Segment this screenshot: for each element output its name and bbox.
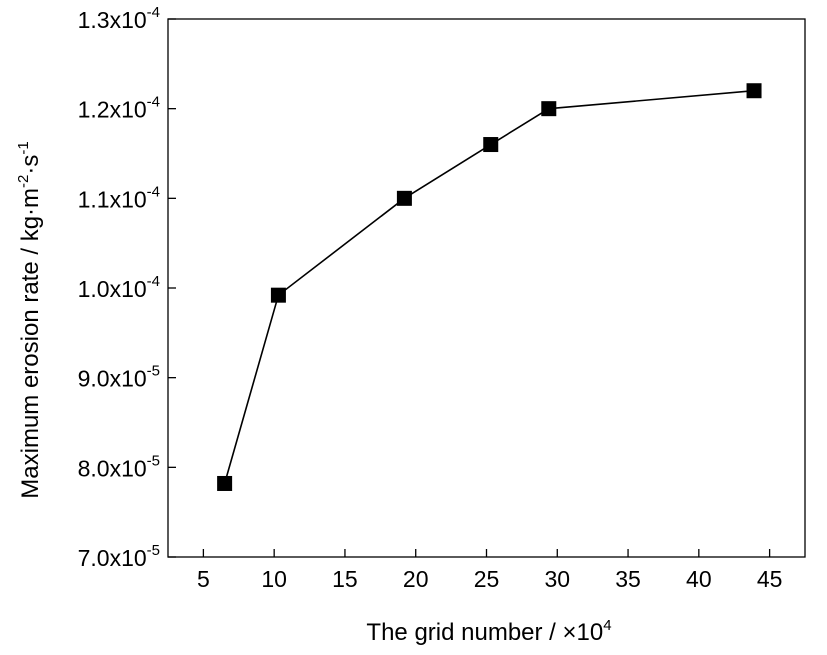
y-axis-title-text: ·s	[17, 155, 44, 175]
y-tick-label: 9.0x10-5	[78, 363, 160, 392]
y-tick-label: 1.1x10-4	[78, 183, 160, 212]
data-point-marker	[270, 287, 286, 303]
y-tick-label-exponent: -4	[147, 273, 160, 290]
series	[217, 83, 762, 491]
y-tick-label-mantissa: 1.2x10	[78, 97, 147, 123]
x-tick-label: 20	[403, 566, 429, 592]
data-point-marker	[541, 101, 557, 117]
y-tick-label-exponent: -4	[147, 183, 160, 200]
y-tick-label-exponent: -5	[147, 542, 160, 559]
y-tick-label: 1.2x10-4	[78, 94, 160, 123]
x-tick-label: 15	[332, 566, 358, 592]
y-tick-label: 8.0x10-5	[78, 452, 160, 481]
y-tick-label-mantissa: 9.0x10	[78, 366, 147, 392]
data-point-marker	[217, 475, 233, 491]
y-tick-label-exponent: -4	[147, 4, 160, 21]
y-tick-label: 1.0x10-4	[78, 273, 160, 302]
x-axis-title-sup: 4	[603, 617, 611, 634]
y-tick-label-mantissa: 8.0x10	[78, 455, 147, 481]
y-axis-title-sup: -2	[15, 175, 32, 188]
y-tick-label-exponent: -5	[147, 363, 160, 380]
series-line	[223, 89, 755, 484]
y-axis-title-sup: -1	[15, 141, 32, 154]
x-tick-label: 5	[197, 566, 210, 592]
y-tick-label-mantissa: 1.0x10	[78, 276, 147, 302]
x-tick-label: 10	[261, 566, 287, 592]
y-tick-label: 1.3x10-4	[78, 4, 160, 33]
y-tick-label-mantissa: 1.3x10	[78, 7, 147, 33]
y-tick-label-exponent: -5	[147, 452, 160, 469]
x-tick-label: 45	[757, 566, 783, 592]
y-tick-label-mantissa: 7.0x10	[78, 545, 147, 571]
plot-area	[167, 18, 806, 558]
y-axis: 7.0x10-58.0x10-59.0x10-51.0x10-41.1x10-4…	[78, 4, 176, 571]
y-tick-label: 7.0x10-5	[78, 542, 160, 571]
x-axis-title: The grid number / ×104	[366, 617, 611, 646]
x-axis: 5 10 15 20 25 30 35 40 45	[197, 549, 782, 592]
x-tick-label: 40	[686, 566, 712, 592]
data-point-marker	[746, 83, 762, 99]
y-axis-title-text: Maximum erosion rate / kg·m	[17, 188, 44, 499]
x-tick-label: 25	[474, 566, 500, 592]
y-tick-label-exponent: -4	[147, 94, 160, 111]
x-tick-label: 35	[615, 566, 641, 592]
x-tick-label: 30	[544, 566, 570, 592]
y-axis-title: Maximum erosion rate / kg·m-2·s-1	[15, 141, 44, 498]
data-point-marker	[483, 137, 499, 153]
y-tick-label-mantissa: 1.1x10	[78, 186, 147, 212]
x-axis-title-text: The grid number / ×10	[366, 619, 603, 646]
data-point-marker	[396, 190, 412, 206]
